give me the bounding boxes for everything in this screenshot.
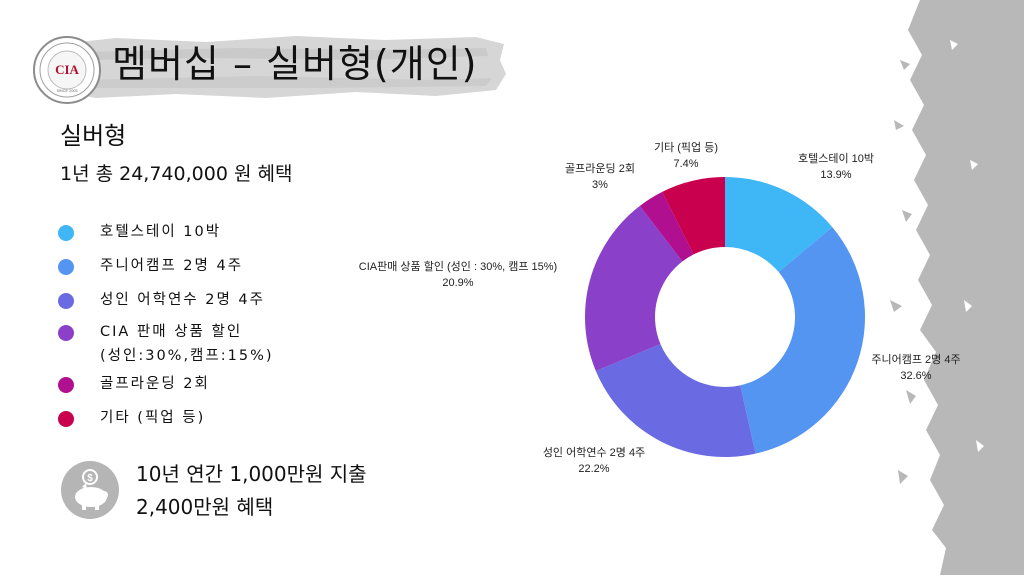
page-title: 멤버십 – 실버형(개인): [112, 42, 478, 86]
title-brush-stroke: [58, 36, 506, 98]
slice-value-label: 22.2%: [578, 463, 609, 475]
slice-value-label: 3%: [592, 179, 608, 191]
legend-dot: [58, 259, 74, 275]
slice-name-label: 기타 (픽업 등): [654, 141, 718, 154]
benefit-summary: 1년 총 24,740,000 원 혜택: [60, 163, 293, 185]
svg-text:$: $: [87, 473, 93, 484]
slice-name-label: CIA판매 상품 할인 (성인 : 30%, 캠프 15%): [359, 260, 557, 273]
slice-name-label: 주니어캠프 2명 4주: [871, 353, 960, 366]
slice-name-label: 골프라운딩 2회: [565, 162, 635, 175]
plan-subtitle: 실버형: [60, 122, 127, 150]
grunge-edge-decoration: [890, 0, 1024, 575]
donut-slice: [639, 191, 694, 262]
slice-value-label: 7.4%: [673, 158, 698, 170]
donut-slice: [585, 205, 683, 371]
legend-dot: [58, 325, 74, 341]
legend-dot: [58, 225, 74, 241]
legend-label: 호텔스테이 10박: [100, 224, 222, 240]
donut-slice: [740, 227, 866, 454]
donut-slice: [662, 177, 725, 255]
legend-dot: [58, 411, 74, 427]
logo-since: SINCE 2003: [56, 89, 77, 93]
legend-label: 주니어캠프 2명 4주: [100, 258, 244, 274]
piggy-bank-icon: $: [61, 461, 119, 519]
legend-label: 기타 (픽업 등): [100, 410, 206, 426]
legend-label: 골프라운딩 2회: [100, 376, 210, 392]
slice-value-label: 32.6%: [900, 370, 931, 382]
slice-name-label: 성인 어학연수 2명 4주: [543, 446, 645, 459]
legend-label: 성인 어학연수 2명 4주: [100, 292, 265, 308]
donut-slice: [595, 343, 756, 457]
footer-line-2: 2,400만원 혜택: [136, 495, 274, 519]
slice-value-label: 13.9%: [820, 169, 851, 181]
logo-abbr: CIA: [55, 62, 79, 77]
footer-line-1: 10년 연간 1,000만원 지출: [136, 462, 367, 486]
cia-logo: CIA SINCE 2003: [33, 36, 101, 104]
donut-slice: [725, 177, 833, 273]
legend-label: CIA 판매 상품 할인 (성인:30%,캠프:15%): [100, 324, 274, 364]
legend-dot: [58, 293, 74, 309]
legend-dot: [58, 377, 74, 393]
slice-name-label: 호텔스테이 10박: [798, 152, 874, 165]
slice-value-label: 20.9%: [442, 277, 473, 289]
ten-year-benefit: 10년 연간 1,000만원 지출 2,400만원 혜택: [136, 458, 367, 524]
